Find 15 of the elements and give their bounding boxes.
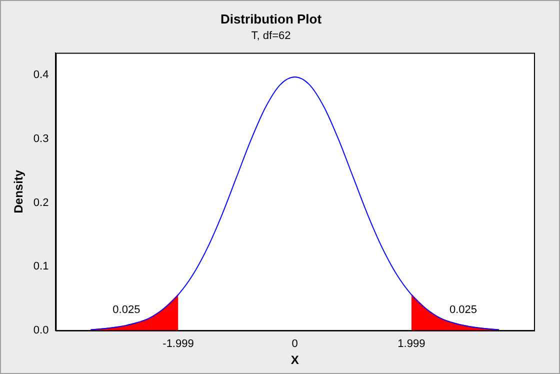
x-tick-label: 1.999 [398,338,426,350]
y-tick-label: 0.4 [33,69,49,82]
x-tick-label: -1.999 [162,338,194,350]
y-tick-label: 0.2 [33,196,49,209]
chart-subtitle: T, df=62 [251,30,291,42]
y-tick-label: 0.3 [33,132,49,145]
y-tick-label: 0.0 [33,324,49,336]
x-axis-title: X [290,353,299,368]
annotation: 0.025 [449,304,478,316]
annotation: 0.025 [112,304,140,316]
y-tick-label: 0.1 [33,260,49,273]
x-tick-label: 0 [292,338,298,350]
chart-title: Distribution Plot [220,11,322,26]
line-series [90,76,500,330]
y-axis-title: Density [12,170,26,214]
